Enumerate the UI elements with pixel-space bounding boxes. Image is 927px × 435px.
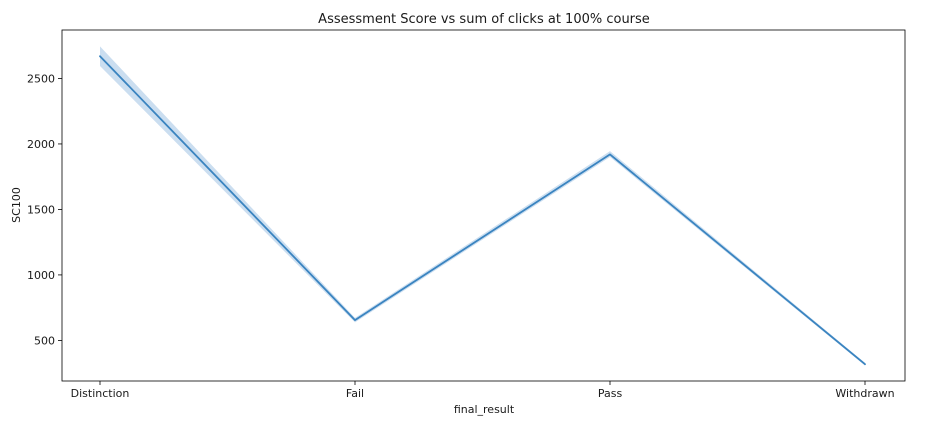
x-tick-label: Pass	[598, 387, 623, 400]
y-axis-label: SC100	[10, 187, 23, 223]
y-tick-label: 2000	[27, 138, 55, 151]
x-axis-label: final_result	[454, 403, 515, 416]
x-tick-label: Withdrawn	[835, 387, 894, 400]
x-tick-label: Fail	[346, 387, 364, 400]
confidence-band	[100, 46, 865, 366]
y-tick-label: 2500	[27, 72, 55, 85]
chart-title: Assessment Score vs sum of clicks at 100…	[318, 12, 650, 27]
series-line	[99, 55, 866, 366]
y-tick-label: 1000	[27, 269, 55, 282]
y-axis: 500 1000 1500 2000 2500	[27, 72, 62, 347]
x-axis: Distinction Fail Pass Withdrawn	[71, 381, 895, 400]
y-tick-label: 1500	[27, 203, 55, 216]
y-tick-label: 500	[34, 334, 55, 347]
axes-frame	[61, 29, 906, 382]
plot-area	[99, 46, 866, 366]
x-tick-label: Distinction	[71, 387, 130, 400]
